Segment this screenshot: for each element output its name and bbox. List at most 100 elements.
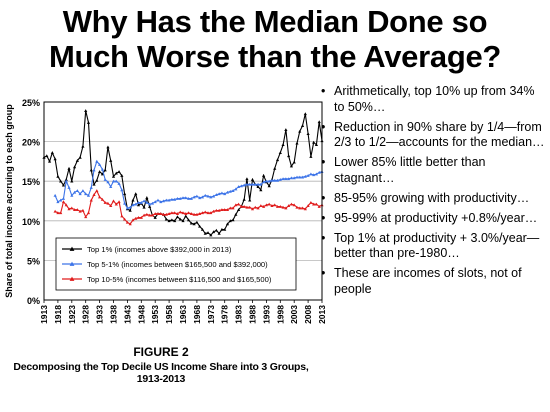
series-2-point xyxy=(131,218,135,222)
series-1-point xyxy=(61,197,66,200)
series-1-point xyxy=(300,175,305,179)
series-2-point xyxy=(111,199,116,203)
series-0-point xyxy=(306,132,310,135)
series-0-point xyxy=(175,215,180,219)
x-tick-label: 1973 xyxy=(206,305,216,324)
series-2-point xyxy=(95,189,99,192)
series-0-point xyxy=(206,231,210,234)
y-tick-label: 10% xyxy=(22,217,40,227)
series-2-point xyxy=(153,212,157,215)
series-1-point xyxy=(234,187,238,191)
series-0-point xyxy=(167,219,171,223)
series-2-point xyxy=(278,204,282,208)
series-0-point xyxy=(53,157,57,161)
chart-legend: Top 1% (incomes above $392,000 in 2013) T… xyxy=(55,237,297,291)
series-2-point xyxy=(175,212,180,215)
x-tick-label: 1948 xyxy=(136,305,146,324)
series-0-point xyxy=(278,151,282,154)
series-1-point xyxy=(75,189,79,192)
series-2-point xyxy=(317,204,321,208)
series-2-point xyxy=(206,211,210,215)
series-1-point xyxy=(100,167,104,171)
series-2-point xyxy=(223,208,227,211)
series-1-point xyxy=(198,196,202,200)
y-tick-label: 5% xyxy=(27,256,40,266)
bullet-item: These are incomes of slots, not of peopl… xyxy=(318,266,548,297)
series-1-point xyxy=(164,198,168,202)
series-1-point xyxy=(156,198,160,202)
series-0-point xyxy=(248,198,252,202)
series-2-point xyxy=(173,211,177,215)
series-2-point xyxy=(264,203,268,207)
series-0-point xyxy=(295,141,299,145)
series-2-point xyxy=(262,204,266,208)
series-1-point xyxy=(181,196,185,200)
series-1-point xyxy=(223,192,227,196)
series-1-point xyxy=(192,195,196,199)
series-1-point xyxy=(267,179,271,183)
bullet-list: Arithmetically, top 10% up from 34% to 5… xyxy=(318,84,548,302)
bullet-item: Top 1% at productivity + 3.0%/year—bette… xyxy=(318,231,548,262)
series-0-point xyxy=(61,183,66,187)
legend-label: Top 1% (incomes above $392,000 in 2013) xyxy=(87,245,232,254)
series-0-point xyxy=(209,233,213,237)
series-2-point xyxy=(200,211,205,215)
legend-box xyxy=(55,237,297,291)
series-1-point xyxy=(106,180,110,184)
series-0-point xyxy=(142,205,146,209)
series-0-point xyxy=(220,227,224,231)
slide-title: Why Has the Median Done so Much Worse th… xyxy=(0,4,550,74)
series-2-point xyxy=(220,208,224,211)
series-1-point xyxy=(206,194,210,198)
series-1-point xyxy=(239,184,243,188)
series-2-point xyxy=(64,203,68,207)
series-1-point xyxy=(161,199,166,203)
series-2-point xyxy=(178,210,182,214)
series-1-point xyxy=(292,176,296,180)
x-tick-label: 2008 xyxy=(303,305,313,324)
y-tick-label: 25% xyxy=(22,98,40,108)
series-0-point xyxy=(95,178,99,182)
series-1-point xyxy=(142,199,146,203)
x-tick-label: 1953 xyxy=(150,305,160,324)
legend-swatch-marker xyxy=(69,246,75,251)
series-1-point xyxy=(253,182,257,186)
series-2-point xyxy=(309,200,313,204)
series-1-point xyxy=(275,178,280,182)
x-tick-label: 1958 xyxy=(164,305,174,324)
series-0-point xyxy=(106,145,110,149)
series-1-point xyxy=(214,193,218,196)
series-2-point xyxy=(170,211,174,215)
series-1-point xyxy=(262,180,266,184)
series-1-point xyxy=(200,195,205,199)
series-1-point xyxy=(136,200,141,204)
series-0-point xyxy=(245,177,249,181)
series-2-point xyxy=(300,206,305,210)
series-0-point xyxy=(284,128,288,131)
series-2-point xyxy=(189,212,193,215)
bullet-item: Reduction in 90% share by 1/4—from 2/3 t… xyxy=(318,120,548,151)
series-1-point xyxy=(125,206,129,210)
series-0-point xyxy=(256,185,260,189)
series-2-point xyxy=(289,202,294,206)
series-2-point xyxy=(86,211,91,215)
series-0-point xyxy=(70,179,74,183)
series-1-point xyxy=(186,197,191,200)
series-0-point xyxy=(200,227,205,231)
x-tick-label: 1933 xyxy=(95,305,105,324)
series-0-point xyxy=(123,192,127,196)
series-1-point xyxy=(86,193,91,197)
series-1-point xyxy=(237,185,241,189)
series-1-point xyxy=(248,182,252,186)
slide-title-line-2: Much Worse than the Average? xyxy=(48,39,502,74)
series-0-point xyxy=(164,217,168,221)
series-2-point xyxy=(256,206,260,210)
series-2-point xyxy=(75,208,79,211)
series-2-point xyxy=(136,216,141,219)
series-1-point xyxy=(312,173,316,177)
series-1-point xyxy=(111,179,116,183)
series-1-point xyxy=(209,195,213,199)
series-0-point xyxy=(120,174,124,177)
series-0-point xyxy=(234,212,238,216)
series-1-point xyxy=(309,172,313,176)
